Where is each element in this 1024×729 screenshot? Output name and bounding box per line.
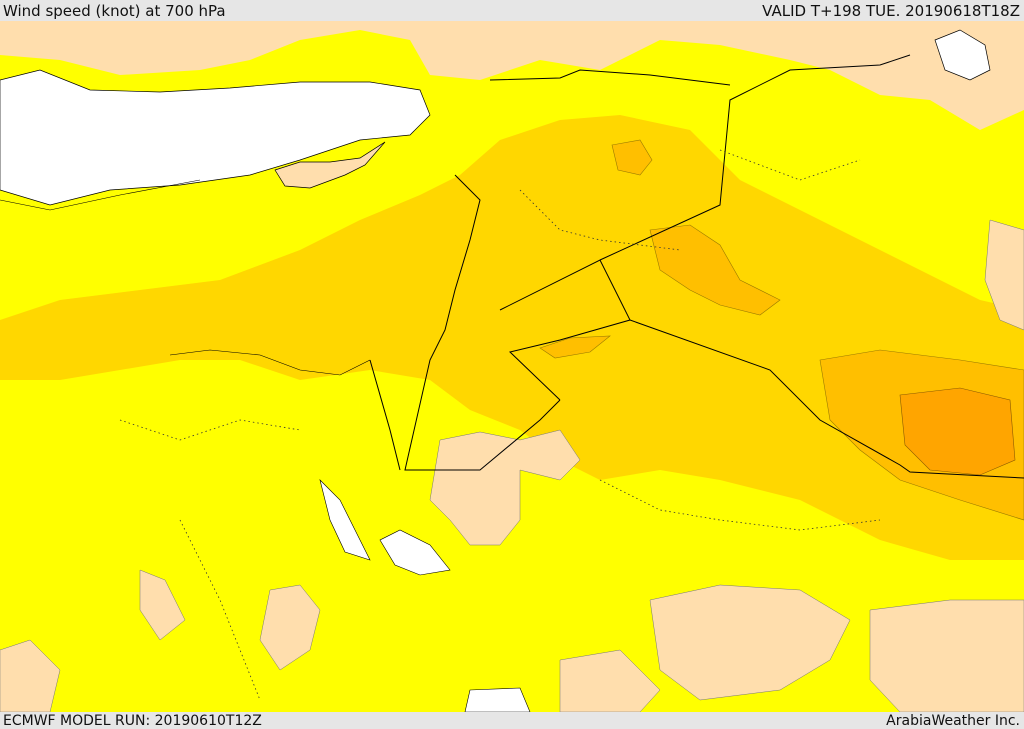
band-1-egypt-patch-2 (259, 584, 321, 671)
sea-gulf-of-suez (319, 479, 371, 561)
band-1-north (0, 21, 1024, 130)
band-1-arabia-south (649, 584, 851, 701)
sea-red-sea-south (464, 687, 531, 712)
band-1-southwest (0, 639, 61, 712)
band-1-southeast (869, 599, 1024, 712)
valid-time-label: VALID T+198 TUE. 20190618T18Z (762, 2, 1020, 20)
band-4-syria (611, 139, 653, 176)
weather-map[interactable] (0, 21, 1024, 712)
coastlines (0, 179, 371, 376)
sea-mediterranean (0, 69, 431, 206)
band-1-arabia-patch (559, 649, 661, 712)
map-svg (0, 21, 1024, 712)
band-1-iran-patch (984, 219, 1024, 331)
header-bar: Wind speed (knot) at 700 hPa VALID T+198… (0, 0, 1024, 21)
national-borders (369, 54, 1024, 479)
cyprus-island (274, 141, 386, 189)
map-title: Wind speed (knot) at 700 hPa (3, 2, 226, 20)
band-4-jordan (539, 335, 611, 359)
band-5-core (899, 387, 1016, 476)
provider-label: ArabiaWeather Inc. (886, 713, 1020, 729)
footer-bar: ECMWF MODEL RUN: 20190610T12Z ArabiaWeat… (0, 712, 1024, 729)
band-1-arabia-west (429, 429, 581, 546)
model-run-label: ECMWF MODEL RUN: 20190610T12Z (3, 713, 262, 729)
sea-caspian (934, 29, 991, 81)
band-1-egypt-patch (139, 569, 186, 641)
sea-red-sea-north (379, 529, 451, 576)
band-4-iraq (649, 224, 781, 316)
band-3-central (0, 115, 1024, 560)
admin-boundaries (119, 149, 881, 701)
